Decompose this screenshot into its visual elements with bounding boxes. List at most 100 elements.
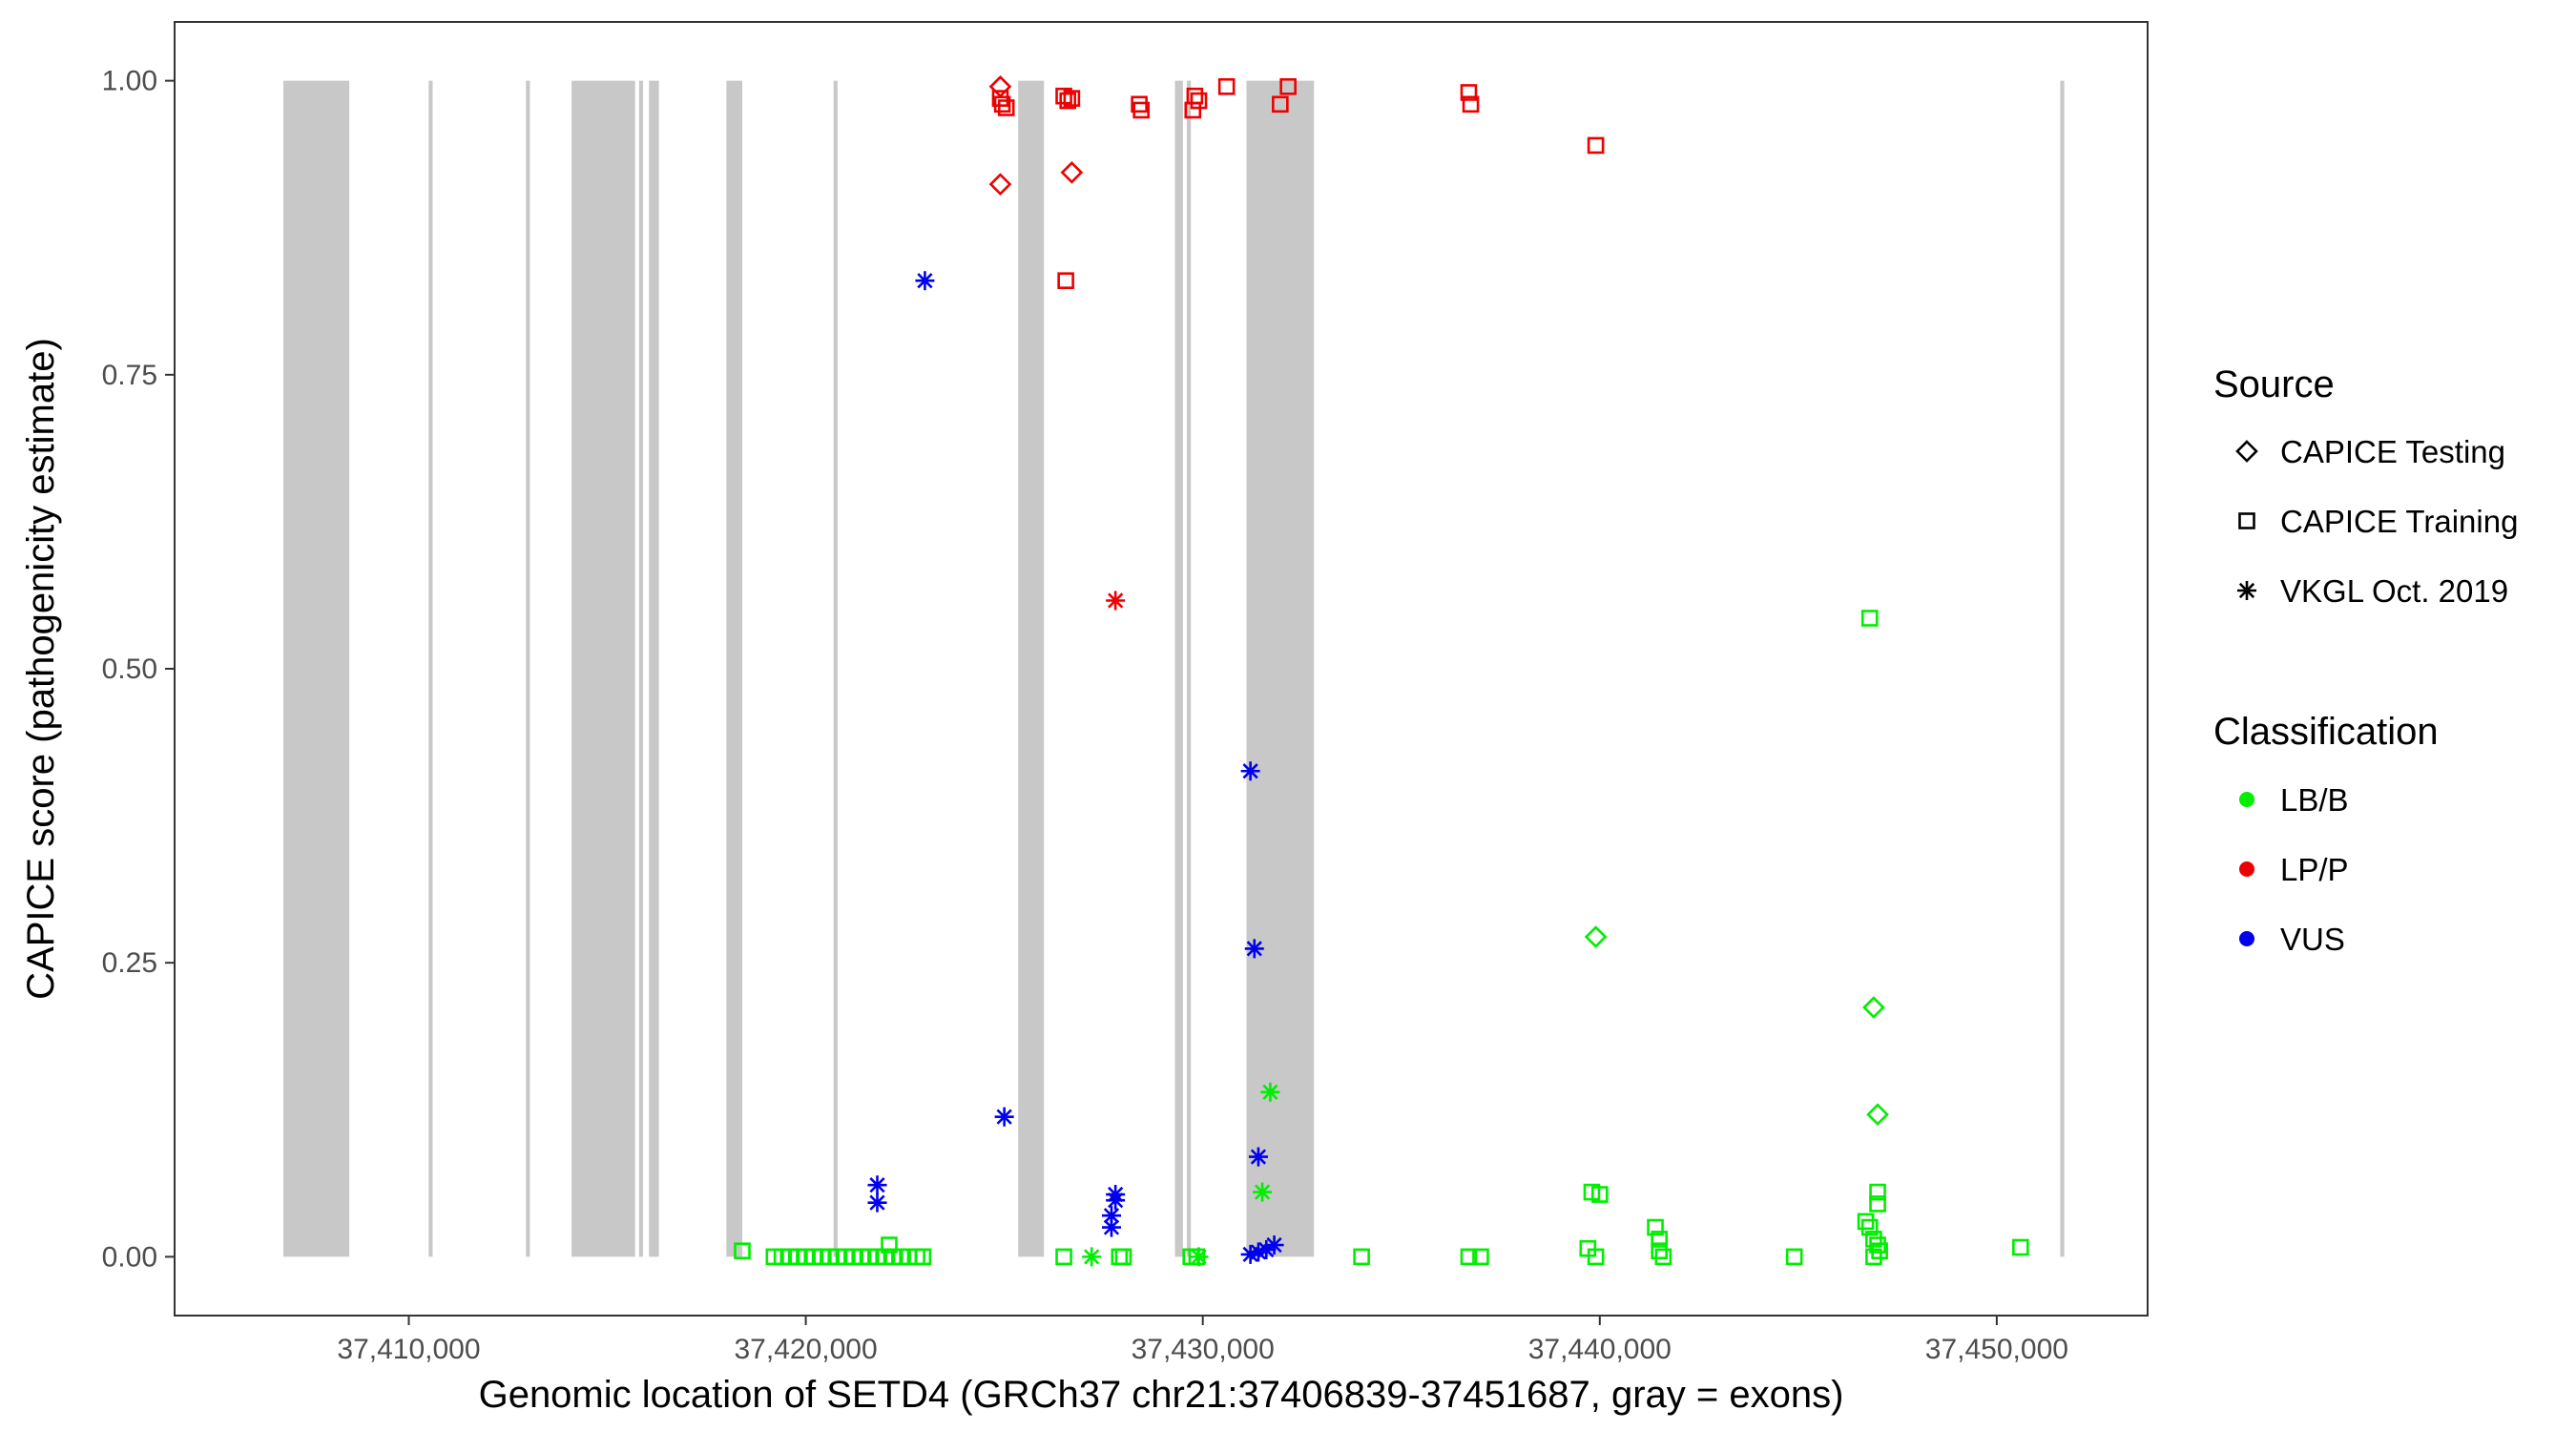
exon-band <box>649 80 659 1257</box>
data-point <box>1860 610 1879 627</box>
data-point <box>1871 1242 1888 1259</box>
data-point <box>1260 1082 1280 1102</box>
data-point <box>1240 761 1260 781</box>
data-point <box>1059 92 1077 110</box>
data-point <box>1785 1248 1803 1266</box>
data-point <box>1114 1248 1132 1266</box>
data-point <box>1862 996 1885 1019</box>
data-point <box>867 1192 887 1213</box>
data-point <box>914 1248 932 1266</box>
data-point <box>1587 1248 1605 1266</box>
data-point <box>1060 160 1084 184</box>
data-point <box>1264 1235 1284 1255</box>
legend-label: VUS <box>2280 922 2345 957</box>
y-tick-label: 0.75 <box>102 360 157 391</box>
data-point <box>1654 1248 1672 1266</box>
x-tick-label: 37,410,000 <box>337 1334 480 1365</box>
data-point <box>997 99 1015 116</box>
data-point <box>1651 1242 1669 1259</box>
data-point <box>1279 78 1297 95</box>
data-point <box>734 1242 751 1259</box>
data-point <box>1460 1248 1478 1266</box>
data-point <box>1082 1247 1102 1267</box>
x-axis: 37,410,000 37,420,000 37,430,000 37,440,000… <box>337 1316 2068 1365</box>
exon-band <box>638 80 643 1257</box>
data-point <box>1272 95 1289 114</box>
x-tick-label: 37,450,000 <box>1925 1334 2068 1365</box>
legend-key <box>2239 792 2254 807</box>
exon-band <box>1018 80 1045 1257</box>
data-point <box>915 271 935 291</box>
data-point <box>1189 1247 1209 1267</box>
data-point <box>1057 272 1074 290</box>
legend-title: Source <box>2213 363 2335 405</box>
legend-key <box>2239 861 2254 877</box>
exon-band <box>282 80 350 1257</box>
data-point <box>988 173 1012 196</box>
data-point <box>867 1175 887 1195</box>
data-point <box>2012 1238 2029 1256</box>
data-point <box>1131 95 1148 114</box>
data-point <box>1857 1213 1875 1231</box>
legend-label: LB/B <box>2280 782 2349 818</box>
data-point <box>1587 136 1605 155</box>
data-point <box>1253 1182 1273 1202</box>
data-point <box>1462 95 1480 114</box>
data-point <box>1460 84 1478 101</box>
data-point <box>1106 1191 1126 1211</box>
data-point <box>1869 1195 1886 1213</box>
data-point <box>994 1107 1014 1127</box>
data-point <box>1055 1248 1072 1266</box>
data-point <box>1590 1186 1609 1203</box>
exon-band <box>428 80 433 1257</box>
exon-band <box>833 80 838 1257</box>
x-axis-title: Genomic location of SETD4 (GRCh37 chr21:… <box>479 1374 1844 1416</box>
data-point <box>1248 1147 1268 1167</box>
legend: Source CAPICE Testing CAPICE Training VKGL … <box>2213 363 2518 957</box>
data-point <box>1132 101 1150 119</box>
exon-band <box>1187 80 1192 1257</box>
x-tick-label: 37,420,000 <box>735 1334 878 1365</box>
data-point <box>1860 1218 1879 1236</box>
panel-background <box>175 22 2148 1316</box>
data-point <box>881 1236 898 1254</box>
exon-band <box>526 80 530 1257</box>
legend-key <box>2235 440 2258 463</box>
legend-label: VKGL Oct. 2019 <box>2280 573 2508 609</box>
data-point <box>1869 1183 1886 1201</box>
legend-key <box>2237 581 2256 600</box>
legend-label: CAPICE Training <box>2280 504 2518 539</box>
data-point <box>1063 90 1081 107</box>
data-point <box>1217 78 1236 95</box>
data-point <box>1651 1231 1669 1248</box>
y-axis-title: CAPICE score (pathogenicity estimate) <box>20 338 62 1000</box>
y-tick-label: 0.00 <box>102 1241 157 1273</box>
data-point <box>1248 1242 1268 1262</box>
data-point <box>1866 1103 1889 1127</box>
y-axis: 0.00 0.25 0.50 0.75 1.00 <box>102 66 175 1273</box>
exon-band <box>1174 80 1183 1257</box>
legend-key <box>2239 931 2254 946</box>
legend-title: Classification <box>2213 711 2439 753</box>
exon-band <box>726 80 743 1257</box>
x-tick-label: 37,440,000 <box>1528 1334 1672 1365</box>
data-point <box>1869 1236 1886 1254</box>
exon-layer <box>282 80 2065 1257</box>
legend-label: LP/P <box>2280 852 2349 887</box>
data-point <box>1353 1248 1370 1266</box>
data-point <box>1472 1248 1489 1266</box>
exon-band <box>2060 80 2065 1257</box>
data-point <box>1106 591 1126 611</box>
y-tick-label: 0.25 <box>102 947 157 979</box>
data-point <box>1101 1217 1121 1237</box>
x-tick-label: 37,430,000 <box>1132 1334 1275 1365</box>
data-point <box>1647 1218 1664 1236</box>
data-point <box>1244 939 1264 959</box>
exon-band <box>571 80 635 1257</box>
point-layer <box>734 74 2029 1267</box>
legend-label: CAPICE Testing <box>2280 434 2505 469</box>
legend-key <box>2238 512 2255 529</box>
exon-band <box>1246 80 1315 1257</box>
data-point <box>1584 925 1608 948</box>
